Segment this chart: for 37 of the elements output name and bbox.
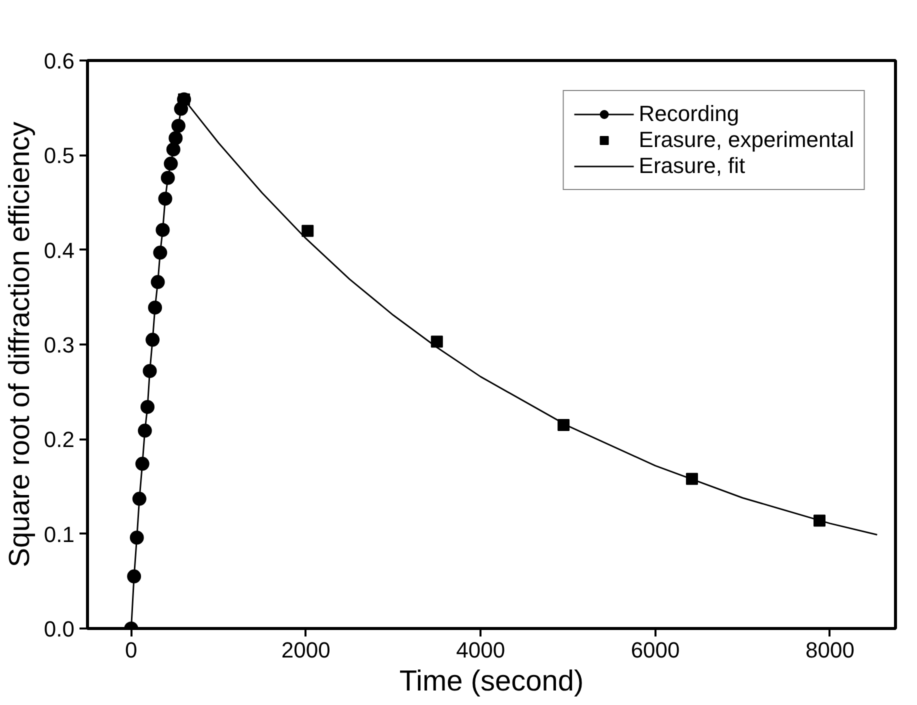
point: [430, 336, 443, 348]
legend-label: Recording: [638, 101, 740, 127]
point: [156, 222, 170, 237]
y-tick-label: 0.0: [44, 616, 75, 642]
x-tick-label: 6000: [630, 638, 680, 662]
point: [130, 530, 144, 545]
y-tick-label: 0.1: [44, 522, 75, 547]
point: [140, 400, 155, 414]
y-tick-label: 0.5: [44, 143, 75, 168]
point: [132, 492, 146, 506]
x-tick-label: 8000: [806, 638, 854, 662]
point: [142, 364, 157, 378]
x-tick-label: 2000: [281, 638, 330, 662]
y-tick-label: 0.2: [44, 427, 75, 452]
x-axis-title: Time (second): [399, 666, 584, 698]
point: [148, 300, 162, 315]
point: [160, 170, 175, 185]
point: [166, 142, 180, 156]
legend-label: Erasure, fit: [638, 153, 746, 179]
y-tick-label: 0.3: [44, 332, 75, 358]
point: [171, 118, 186, 133]
point: [302, 224, 314, 237]
point: [135, 456, 150, 471]
y-tick-label: 0.4: [44, 238, 75, 263]
point: [150, 275, 165, 290]
point: [168, 131, 183, 146]
legend-label: Erasure, experimental: [638, 127, 854, 153]
x-tick-label: 4000: [456, 638, 506, 662]
y-tick-label: 0.6: [44, 48, 75, 74]
point: [164, 156, 178, 171]
point: [146, 332, 160, 347]
y-axis-title: Square root of diffraction efficiency: [4, 121, 36, 568]
point: [127, 569, 142, 584]
x-tick-label: 0: [125, 638, 138, 662]
point: [153, 246, 168, 260]
point: [138, 424, 152, 438]
point: [158, 192, 172, 206]
